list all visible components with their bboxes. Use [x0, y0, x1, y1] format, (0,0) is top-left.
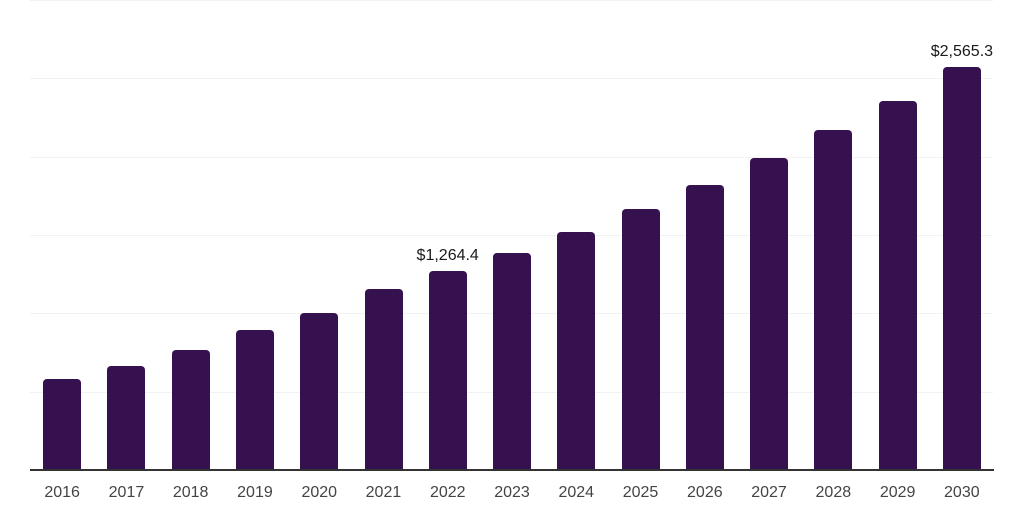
x-tick-2027: 2027 — [751, 484, 787, 501]
x-tick-2028: 2028 — [815, 484, 852, 501]
x-tick-2017: 2017 — [108, 484, 145, 501]
bar-2029 — [878, 100, 917, 469]
bar-2028 — [814, 130, 853, 469]
bar-2023 — [493, 252, 531, 469]
bar-2021 — [364, 289, 403, 469]
bar-2016 — [43, 378, 82, 469]
bar-2027 — [750, 158, 789, 469]
bar-2025 — [621, 208, 660, 469]
x-tick-2023: 2023 — [494, 484, 530, 501]
x-tick-2018: 2018 — [172, 484, 209, 501]
bar-value-label-2022: $1,264.4 — [416, 246, 479, 264]
x-tick-2024: 2024 — [558, 484, 595, 501]
bar-2024 — [557, 232, 596, 469]
x-tick-2019: 2019 — [237, 484, 273, 501]
bar-value-label-2030: $2,565.3 — [930, 43, 994, 61]
x-tick-2016: 2016 — [44, 484, 80, 501]
bar-2030 — [942, 67, 981, 469]
x-tick-2030: 2030 — [944, 484, 980, 501]
x-tick-2025: 2025 — [622, 484, 659, 501]
gridline-2500 — [30, 78, 993, 79]
bar-2019 — [235, 329, 274, 469]
x-tick-2029: 2029 — [879, 484, 916, 501]
bar-2022 — [428, 270, 467, 469]
bar-2018 — [171, 349, 210, 469]
bar-2026 — [685, 184, 724, 469]
x-axis-line — [30, 469, 994, 471]
x-tick-2021: 2021 — [365, 484, 402, 501]
x-tick-2022: 2022 — [429, 484, 466, 501]
x-tick-2020: 2020 — [301, 484, 338, 501]
x-tick-2026: 2026 — [687, 484, 723, 501]
bar-2020 — [300, 313, 339, 469]
gridline-3000 — [30, 0, 993, 1]
bar-2017 — [107, 366, 146, 469]
